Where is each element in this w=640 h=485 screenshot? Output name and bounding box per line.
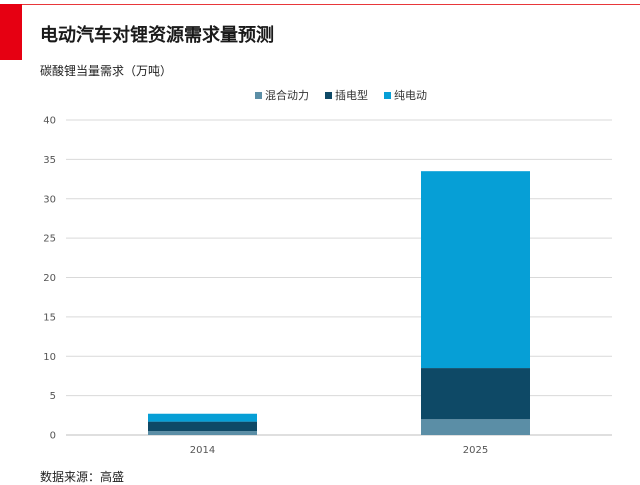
x-tick-labels: 2014 2025 (190, 445, 488, 456)
bars (148, 171, 530, 435)
bar-segment (421, 171, 530, 369)
legend-swatch (384, 92, 391, 99)
legend: 混合动力 插电型 纯电动 (255, 88, 427, 102)
page-title: 电动汽车对锂资源需求量预测 (40, 25, 274, 46)
y-tick-label: 20 (43, 273, 56, 284)
legend-label: 纯电动 (394, 89, 427, 102)
y-tick-labels: 0 5 10 15 20 25 30 35 40 (43, 116, 56, 442)
y-tick-label: 15 (43, 312, 56, 323)
legend-swatch (325, 92, 332, 99)
x-tick-label: 2014 (190, 445, 215, 456)
y-tick-label: 0 (50, 431, 56, 442)
y-tick-label: 30 (43, 194, 56, 205)
header-rule (0, 4, 640, 5)
y-tick-label: 5 (50, 391, 56, 402)
bar-segment (421, 368, 530, 420)
bar-segment (148, 421, 257, 432)
y-tick-label: 40 (43, 116, 56, 127)
bar-segment (148, 413, 257, 422)
y-tick-label: 35 (43, 155, 56, 166)
bar-segment (421, 419, 530, 435)
legend-swatch (255, 92, 262, 99)
y-axis-label: 碳酸锂当量需求（万吨） (40, 64, 173, 78)
brand-accent-bar (0, 4, 22, 60)
legend-label: 混合动力 (265, 88, 309, 102)
bar-segment (148, 431, 257, 435)
legend-label: 插电型 (335, 88, 368, 102)
y-tick-label: 10 (43, 352, 56, 363)
gridlines (66, 119, 612, 436)
source-note: 数据来源：高盛 (40, 470, 125, 484)
y-tick-label: 25 (43, 234, 56, 245)
x-tick-label: 2025 (463, 445, 488, 456)
